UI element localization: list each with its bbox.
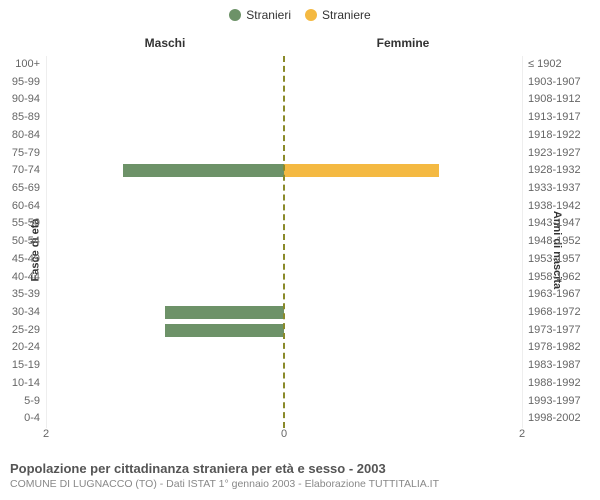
y-tick-year: 1928-1932 (528, 162, 600, 180)
y-tick-year: 1958-1962 (528, 269, 600, 287)
y-tick-age: 20-24 (0, 339, 40, 357)
y-tick-year: 1998-2002 (528, 410, 600, 428)
y-tick-year: 1948-1952 (528, 233, 600, 251)
column-headers: Maschi Femmine (46, 36, 522, 54)
y-tick-age: 5-9 (0, 393, 40, 411)
y-tick-year: 1903-1907 (528, 74, 600, 92)
y-tick-age: 55-59 (0, 215, 40, 233)
y-tick-year: 1973-1977 (528, 322, 600, 340)
y-tick-age: 0-4 (0, 410, 40, 428)
y-tick-year: 1993-1997 (528, 393, 600, 411)
legend: Stranieri Straniere (0, 0, 600, 22)
y-tick-age: 90-94 (0, 91, 40, 109)
bar-male (123, 164, 284, 177)
y-tick-age: 75-79 (0, 145, 40, 163)
y-tick-age: 40-44 (0, 269, 40, 287)
y-tick-year: 1918-1922 (528, 127, 600, 145)
x-ticks: 2 0 2 (46, 428, 522, 444)
y-tick-age: 70-74 (0, 162, 40, 180)
y-tick-age: 65-69 (0, 180, 40, 198)
y-tick-age: 45-49 (0, 251, 40, 269)
y-tick-year: 1968-1972 (528, 304, 600, 322)
y-tick-year: 1923-1927 (528, 145, 600, 163)
y-tick-year: 1933-1937 (528, 180, 600, 198)
chart-title: Popolazione per cittadinanza straniera p… (10, 461, 590, 476)
y-tick-age: 85-89 (0, 109, 40, 127)
grid-line (522, 56, 523, 428)
y-tick-year: 1938-1942 (528, 198, 600, 216)
y-tick-age: 25-29 (0, 322, 40, 340)
y-tick-age: 80-84 (0, 127, 40, 145)
y-tick-age: 60-64 (0, 198, 40, 216)
y-tick-year: 1953-1957 (528, 251, 600, 269)
y-tick-age: 30-34 (0, 304, 40, 322)
y-tick-year: 1963-1967 (528, 286, 600, 304)
y-tick-year: 1983-1987 (528, 357, 600, 375)
y-tick-age: 35-39 (0, 286, 40, 304)
column-header-female: Femmine (284, 36, 522, 54)
y-ticks-left: 100+95-9990-9485-8980-8475-7970-7465-696… (0, 56, 44, 428)
y-tick-age: 15-19 (0, 357, 40, 375)
bar-female (284, 164, 439, 177)
y-tick-year: 1988-1992 (528, 375, 600, 393)
chart-subtitle: COMUNE DI LUGNACCO (TO) - Dati ISTAT 1° … (10, 478, 590, 490)
y-tick-year: 1978-1982 (528, 339, 600, 357)
column-header-male: Maschi (46, 36, 284, 54)
x-tick: 2 (43, 428, 49, 440)
bar-male (165, 306, 284, 319)
y-tick-age: 10-14 (0, 375, 40, 393)
bar-male (165, 324, 284, 337)
legend-label-female: Straniere (322, 8, 371, 22)
legend-item-male: Stranieri (229, 8, 291, 22)
y-tick-year: 1908-1912 (528, 91, 600, 109)
legend-swatch-female (305, 9, 317, 21)
legend-item-female: Straniere (305, 8, 371, 22)
y-tick-age: 50-54 (0, 233, 40, 251)
y-tick-year: 1943-1947 (528, 215, 600, 233)
y-tick-age: 95-99 (0, 74, 40, 92)
y-ticks-right: ≤ 19021903-19071908-19121913-19171918-19… (524, 56, 600, 428)
y-tick-age: 100+ (0, 56, 40, 74)
x-tick: 0 (281, 428, 287, 440)
legend-label-male: Stranieri (246, 8, 291, 22)
chart-plot-area (46, 56, 522, 428)
x-tick: 2 (519, 428, 525, 440)
center-divider (283, 56, 285, 428)
chart-footer: Popolazione per cittadinanza straniera p… (10, 461, 590, 490)
legend-swatch-male (229, 9, 241, 21)
y-tick-year: ≤ 1902 (528, 56, 600, 74)
y-tick-year: 1913-1917 (528, 109, 600, 127)
